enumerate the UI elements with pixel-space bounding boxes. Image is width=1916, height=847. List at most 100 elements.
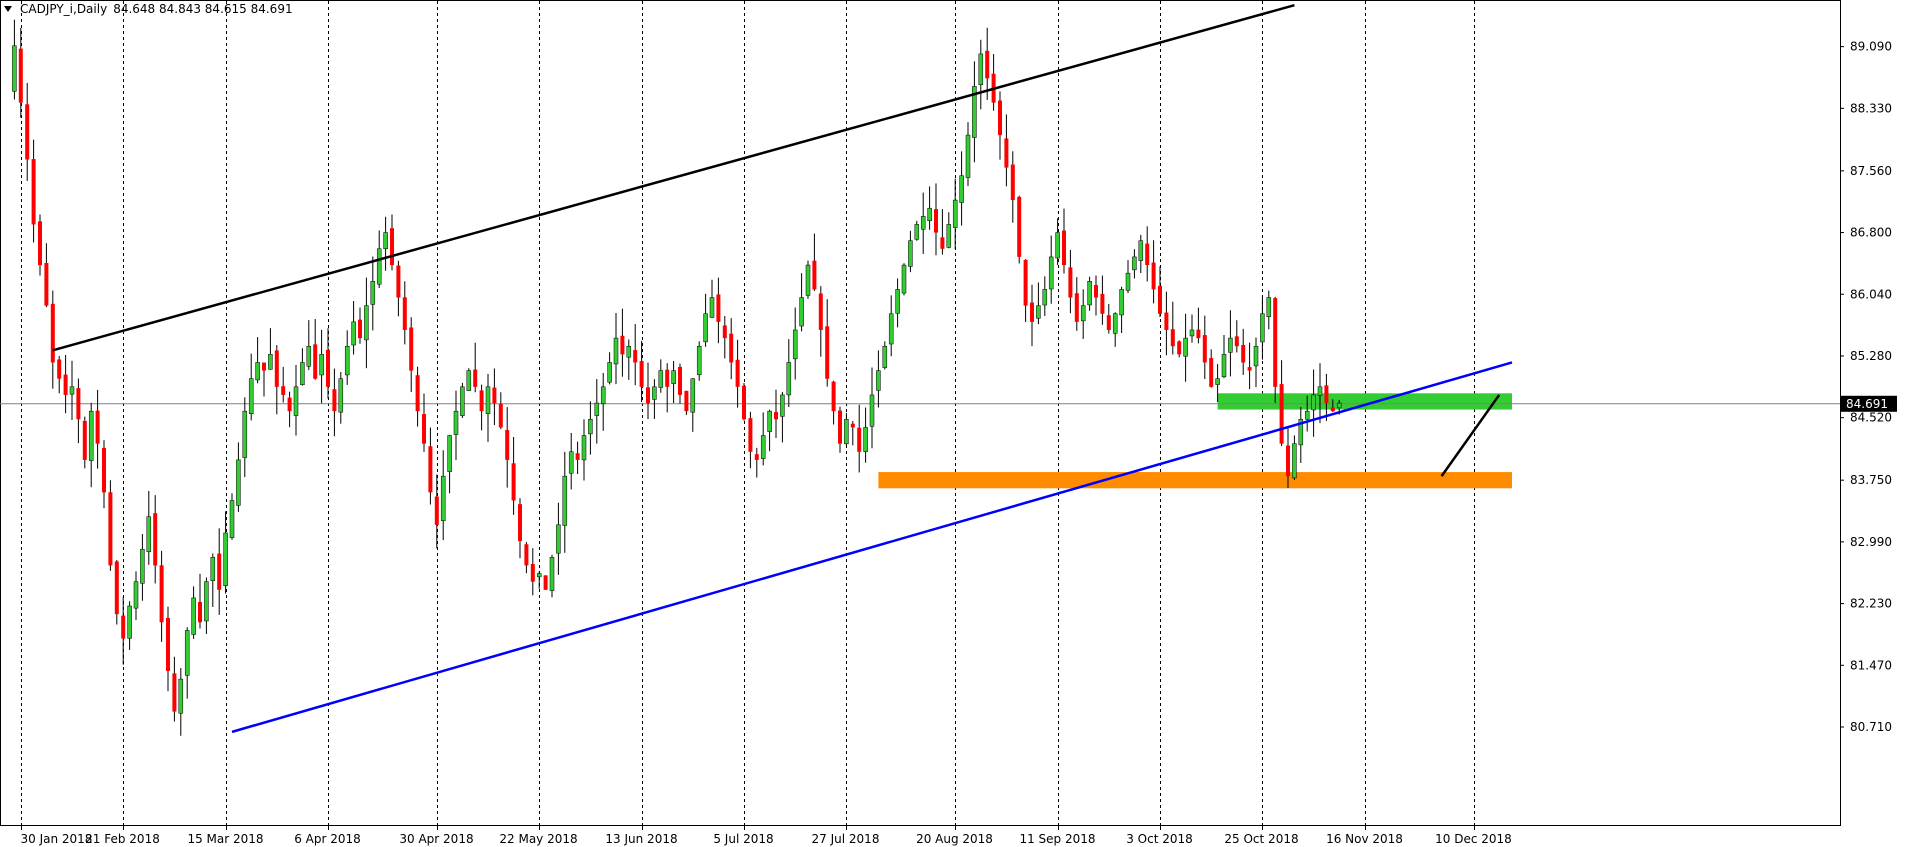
candle-body	[466, 370, 472, 391]
candle-body	[300, 362, 305, 385]
plot-frame	[0, 0, 1841, 826]
candle-body	[18, 48, 23, 103]
candle-body	[498, 404, 503, 428]
bull-candle	[242, 397, 248, 478]
chevron-down-icon[interactable]	[4, 6, 12, 12]
bull-candle	[127, 601, 132, 650]
bull-candle	[255, 337, 260, 384]
candle-body	[306, 345, 312, 367]
bull-candle	[248, 353, 254, 421]
bull-candle	[1260, 297, 1265, 360]
bear-candle	[1030, 284, 1034, 347]
bear-candle	[639, 340, 644, 403]
candle-body	[1304, 410, 1310, 420]
candle-body	[287, 397, 292, 412]
bear-candle	[1164, 291, 1169, 356]
bear-candle	[1100, 275, 1105, 325]
candle-body	[792, 329, 798, 360]
bull-candle	[1055, 218, 1060, 266]
candle-body	[102, 447, 106, 493]
bear-candle	[166, 606, 170, 692]
bull-candle	[1311, 369, 1316, 437]
candle-body	[831, 381, 836, 412]
candle-body	[50, 303, 55, 363]
candle-body	[351, 321, 356, 346]
bear-candle	[518, 498, 522, 559]
bear-candle	[217, 528, 222, 615]
bull-candle	[460, 382, 465, 418]
bull-candle	[1221, 334, 1227, 379]
candle-body	[1189, 329, 1195, 337]
candle-body	[1158, 285, 1162, 314]
bear-candle	[153, 495, 158, 584]
bear-candle	[1023, 259, 1028, 323]
bear-candle	[198, 573, 202, 629]
candle-body	[543, 575, 548, 590]
candle-body	[1042, 289, 1048, 306]
candle-body	[402, 297, 407, 330]
x-tick-label: 30 Apr 2018	[399, 832, 473, 846]
bear-candle	[1202, 315, 1207, 379]
bear-candle	[1241, 328, 1246, 375]
bear-candle	[1279, 360, 1284, 447]
candle-body	[146, 516, 152, 553]
bull-candle	[799, 273, 804, 332]
candle-body	[57, 359, 62, 379]
candle-body	[760, 435, 766, 459]
candle-body	[703, 313, 708, 343]
candle-body	[581, 435, 587, 461]
short-term-trendline	[1440, 394, 1501, 477]
candle-body	[1177, 341, 1182, 355]
candle-body	[1234, 336, 1239, 347]
x-tick-label: 6 Apr 2018	[294, 832, 361, 846]
bull-candle	[351, 300, 356, 355]
candle-body	[690, 378, 696, 413]
bull-candle	[88, 402, 94, 488]
candle-body	[825, 326, 830, 379]
bear-candle	[1273, 296, 1278, 403]
bull-candle	[536, 571, 542, 589]
bear-candle	[831, 380, 836, 425]
candle-body	[1266, 297, 1272, 317]
candle-body	[940, 237, 945, 249]
bear-candle	[774, 389, 778, 439]
candle-body	[1286, 445, 1290, 477]
bull-candle	[972, 61, 977, 163]
bear-candle	[281, 366, 286, 403]
candle-body	[1317, 386, 1323, 396]
bull-candle	[1132, 249, 1137, 279]
candle-body	[1330, 407, 1335, 412]
bear-candle	[543, 575, 548, 590]
candle-body	[447, 435, 452, 472]
candle-body	[722, 325, 727, 339]
bull-candle	[1189, 314, 1195, 343]
bear-candle	[850, 421, 855, 446]
bull-candle	[370, 256, 376, 331]
candle-body	[767, 410, 772, 432]
y-tick-label: 86.800	[1850, 226, 1892, 240]
candle-body	[626, 345, 632, 358]
x-tick-label: 30 Jan 2018	[21, 832, 93, 846]
candle-body	[409, 327, 414, 371]
candle-body	[952, 199, 958, 228]
candle-body	[12, 45, 17, 92]
bear-candle	[287, 391, 292, 428]
bull-candle	[306, 320, 312, 370]
y-tick-label: 87.560	[1850, 164, 1892, 178]
candle-body	[1125, 272, 1131, 291]
candle-body	[1241, 344, 1246, 363]
candle-body	[1170, 329, 1175, 347]
bull-candle	[1183, 313, 1188, 382]
candle-body	[876, 370, 881, 391]
candle-body	[121, 615, 126, 639]
candle-body	[696, 345, 702, 376]
candle-body	[671, 370, 676, 384]
y-tick-label: 82.990	[1850, 535, 1892, 549]
bull-candle	[1138, 234, 1144, 274]
bear-candle	[818, 286, 823, 357]
bull-candle	[882, 341, 888, 370]
bear-candle	[76, 378, 81, 444]
candle-body	[646, 387, 650, 404]
candle-body	[518, 504, 522, 542]
